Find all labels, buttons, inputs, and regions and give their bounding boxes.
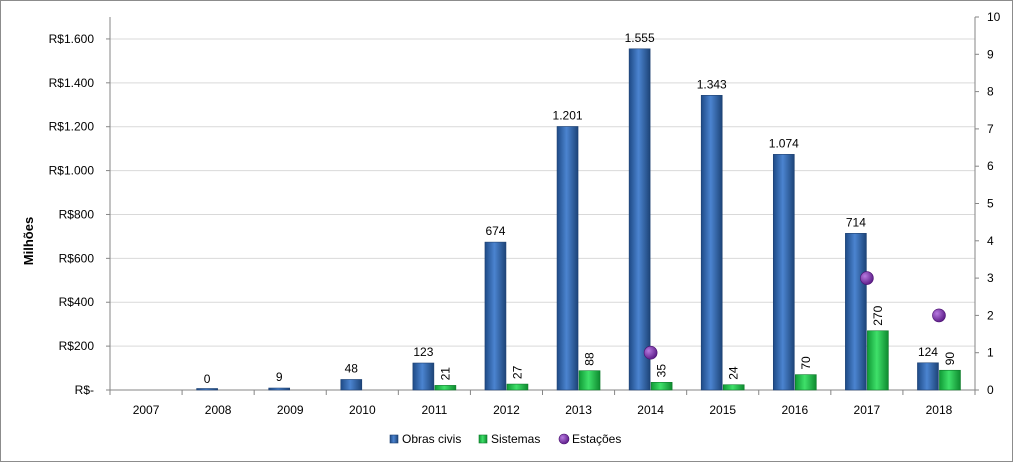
- data-label-sistemas: 90: [943, 352, 957, 366]
- data-label-obras-civis: 9: [276, 370, 283, 384]
- legend-swatch: [478, 434, 488, 444]
- gridlines: [110, 38, 975, 347]
- bar-sistemas: [867, 330, 889, 391]
- x-tick-label: 2009: [277, 403, 304, 417]
- y2-tick-label: 10: [987, 10, 1001, 24]
- data-label-obras-civis: 714: [846, 215, 866, 229]
- y2-tick-label: 1: [987, 346, 994, 360]
- data-label-sistemas: 88: [583, 352, 597, 366]
- legend-swatch: [389, 434, 399, 444]
- legend-swatch: [558, 433, 570, 445]
- x-tick-label: 2012: [493, 403, 520, 417]
- legend-label: Estações: [572, 432, 621, 446]
- x-tick-label: 2013: [565, 403, 592, 417]
- y-tick-label: R$1.200: [49, 120, 95, 134]
- bar-obras-civis: [556, 126, 579, 391]
- x-tick-label: 2017: [854, 403, 881, 417]
- bars: [196, 48, 961, 391]
- data-label-sistemas: 27: [510, 365, 524, 379]
- data-labels: 0 9 48 123 21 674 27 1.201 88 1.555 35 1.343 24 1.074…: [204, 31, 957, 386]
- bar-sistemas: [650, 382, 673, 391]
- y2-tick-label: 4: [987, 234, 994, 248]
- data-label-obras-civis: 48: [345, 361, 359, 375]
- x-tick-label: 2015: [709, 403, 736, 417]
- bar-obras-civis: [196, 388, 218, 391]
- bar-obras-civis: [484, 241, 507, 391]
- estacoes-points: [643, 271, 946, 360]
- x-tick-label: 2007: [133, 403, 160, 417]
- y-tick-label: R$200: [59, 339, 95, 353]
- data-label-obras-civis: 674: [485, 224, 505, 238]
- y2-tick-label: 8: [987, 85, 994, 99]
- bar-obras-civis: [700, 95, 723, 391]
- y-axis-title: Milhões: [21, 217, 36, 265]
- bar-obras-civis: [340, 379, 363, 391]
- bar-obras-civis: [917, 362, 939, 391]
- x-tick-label: 2016: [781, 403, 808, 417]
- x-tick-label: 2010: [349, 403, 376, 417]
- x-tick-label: 2011: [421, 403, 447, 417]
- y2-tick-label: 6: [987, 159, 994, 173]
- data-label-sistemas: 21: [438, 367, 452, 381]
- bar-sistemas: [794, 374, 817, 391]
- data-label-obras-civis: 0: [204, 372, 211, 386]
- bar-sistemas: [578, 370, 601, 391]
- y-tick-label: R$1.600: [49, 32, 95, 46]
- y2-tick-label: 0: [987, 383, 994, 397]
- bar-obras-civis: [628, 48, 651, 391]
- y2-tick-label: 2: [987, 308, 994, 322]
- y2-tick-label: 7: [987, 122, 994, 136]
- data-label-sistemas: 35: [655, 364, 669, 378]
- bar-obras-civis: [845, 233, 867, 391]
- y2-tick-label: 9: [987, 47, 994, 61]
- legend: Obras civis Sistemas Estações: [389, 432, 621, 446]
- y2-tick-label: 3: [987, 271, 994, 285]
- point-estacoes: [643, 345, 658, 360]
- bar-obras-civis: [268, 387, 291, 391]
- data-label-sistemas: 70: [799, 356, 813, 370]
- data-label-obras-civis: 124: [918, 345, 938, 359]
- bar-sistemas: [939, 369, 961, 391]
- y-tick-label: R$600: [59, 251, 95, 265]
- data-label-obras-civis: 123: [413, 345, 433, 359]
- y-tick-label: R$1.400: [49, 76, 95, 90]
- y-tick-label: R$400: [59, 295, 95, 309]
- x-tick-label: 2014: [637, 403, 664, 417]
- y-tick-label: R$1.000: [49, 164, 95, 178]
- bar-obras-civis: [772, 154, 795, 391]
- y-tick-label: R$-: [75, 383, 94, 397]
- data-label-sistemas: 24: [727, 366, 741, 380]
- point-estacoes: [860, 271, 874, 285]
- x-tick-label: 2018: [926, 403, 953, 417]
- data-label-obras-civis: 1.343: [697, 77, 727, 91]
- legend-label: Sistemas: [491, 432, 540, 446]
- data-label-sistemas: 270: [871, 305, 885, 325]
- data-label-obras-civis: 1.555: [625, 31, 655, 45]
- bar-sistemas: [722, 384, 745, 391]
- axes: R$- R$200 R$400 R$600 R$800 R$1.000 R$1.200 R$1…: [49, 10, 1001, 417]
- bar-sistemas: [434, 385, 457, 391]
- y2-tick-label: 5: [987, 197, 994, 211]
- y-tick-label: R$800: [59, 207, 95, 221]
- point-estacoes: [932, 308, 946, 323]
- data-label-obras-civis: 1.201: [553, 108, 583, 122]
- data-label-obras-civis: 1.074: [769, 136, 799, 150]
- x-tick-label: 2008: [205, 403, 232, 417]
- bar-obras-civis: [412, 362, 435, 391]
- legend-label: Obras civis: [402, 432, 461, 446]
- bar-sistemas: [506, 383, 529, 391]
